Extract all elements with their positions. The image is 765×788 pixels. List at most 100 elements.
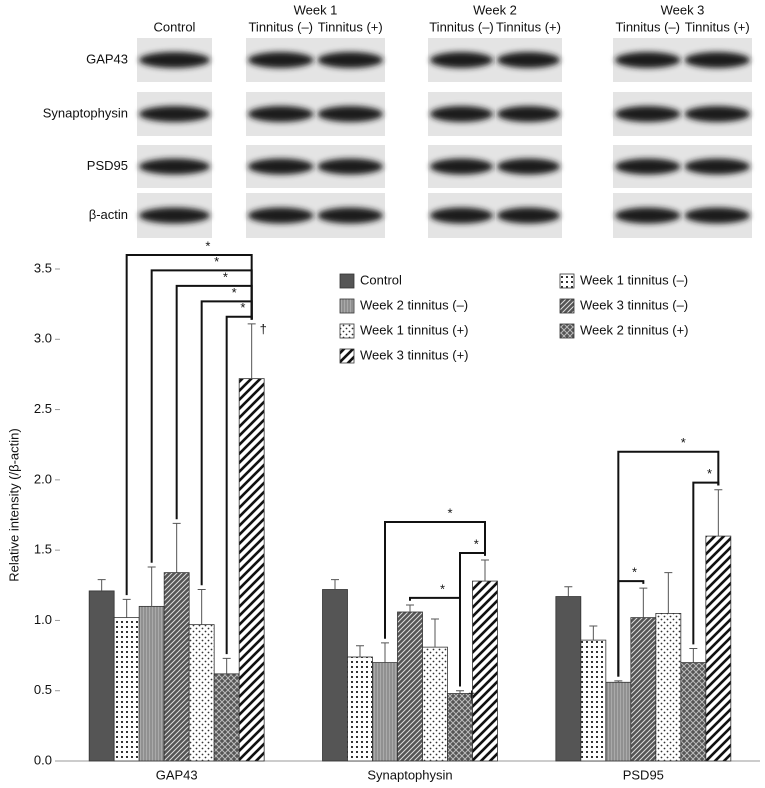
legend-label: Week 3 tinnitus (–)	[580, 297, 688, 312]
blot-band	[497, 52, 560, 68]
blot-band	[497, 106, 560, 122]
blot-band	[615, 52, 681, 68]
bar	[163, 572, 190, 762]
blot-band	[615, 158, 681, 175]
legend-label: Week 3 tinnitus (+)	[360, 347, 469, 362]
significance-bracket	[692, 481, 720, 645]
significance-label: *	[447, 505, 452, 520]
blot-band	[430, 52, 493, 68]
dagger-label: †	[260, 321, 267, 336]
bar	[655, 613, 682, 762]
significance-bracket	[384, 521, 486, 639]
blot-band	[248, 207, 314, 224]
blot-group-label: Week 1	[294, 2, 338, 17]
legend-swatch	[339, 298, 355, 314]
x-tick-label: PSD95	[623, 767, 664, 782]
legend-label: Week 2 tinnitus (+)	[580, 322, 689, 337]
significance-bracket	[409, 596, 461, 687]
blot-row-label: Synaptophysin	[43, 105, 128, 120]
bar	[580, 639, 607, 762]
bar	[138, 605, 165, 762]
blot-band	[497, 158, 560, 175]
significance-label: *	[232, 285, 237, 300]
error-bar	[97, 579, 106, 591]
blot-lane-label: Tinnitus (–)	[248, 19, 313, 34]
bar	[555, 596, 582, 762]
significance-label: *	[205, 238, 210, 253]
bar	[322, 589, 348, 762]
significance-bracket	[125, 253, 253, 596]
blot-lane-label: Tinnitus (–)	[429, 19, 494, 34]
blot-band	[615, 207, 681, 224]
bar	[213, 673, 240, 762]
blot-band	[248, 52, 314, 68]
legend-label: Week 1 tinnitus (–)	[580, 272, 688, 287]
blot-row-label: PSD95	[87, 158, 128, 173]
y-tick-label: 1.5	[34, 542, 52, 557]
significance-bracket	[617, 580, 645, 677]
significance-label: *	[223, 269, 228, 284]
significance-label: *	[632, 565, 637, 580]
y-tick-label: 2.5	[34, 401, 52, 416]
significance-label: *	[440, 581, 445, 596]
bar	[422, 646, 448, 762]
blot-column-label: Control	[154, 19, 196, 34]
significance-bracket	[617, 450, 720, 677]
error-bar	[222, 657, 231, 674]
legend-swatch	[559, 323, 575, 339]
y-tick-label: 1.0	[34, 612, 52, 627]
x-tick-label: GAP43	[156, 767, 198, 782]
bar	[238, 378, 265, 762]
blot-band	[684, 207, 750, 224]
error-bar	[456, 690, 464, 694]
y-tick-label: 0.0	[34, 752, 52, 767]
error-bar	[614, 680, 623, 683]
blot-group-label: Week 3	[661, 2, 705, 17]
blot-band	[139, 52, 210, 68]
legend-label: Week 2 tinnitus (–)	[360, 297, 468, 312]
y-tick-label: 3.5	[34, 260, 52, 275]
error-bar	[122, 598, 131, 618]
blot-band	[430, 106, 493, 122]
legend-swatch	[559, 298, 575, 314]
bar	[472, 580, 498, 762]
blot-band	[430, 158, 493, 175]
error-bar	[147, 566, 156, 607]
significance-label: *	[707, 466, 712, 481]
error-bar	[664, 572, 673, 614]
error-bar	[481, 559, 489, 582]
blot-band	[248, 106, 314, 122]
y-axis-title: Relative intensity (/β-actin)	[6, 428, 21, 581]
blot-lane-label: Tinnitus (+)	[685, 19, 750, 34]
significance-label: *	[474, 536, 479, 551]
y-tick-label: 3.0	[34, 331, 52, 346]
blot-band	[139, 158, 210, 175]
blot-band	[139, 106, 210, 122]
error-bar	[197, 589, 206, 625]
blot-lane-label: Tinnitus (+)	[496, 19, 561, 34]
blot-band	[497, 207, 560, 224]
significance-label: *	[240, 300, 245, 315]
error-bar	[331, 579, 339, 590]
legend-label: Week 1 tinnitus (+)	[360, 322, 469, 337]
blot-lane-label: Tinnitus (+)	[318, 19, 383, 34]
blot-band	[684, 158, 750, 175]
blot-band	[615, 106, 681, 122]
error-bar	[247, 323, 256, 379]
blot-band	[430, 207, 493, 224]
y-tick-label: 0.5	[34, 682, 52, 697]
bar	[447, 693, 473, 762]
bar	[705, 535, 732, 762]
error-bar	[406, 604, 414, 612]
blot-band	[317, 158, 383, 175]
bar	[188, 624, 215, 762]
blot-band	[317, 207, 383, 224]
dagger-label: †	[468, 688, 475, 703]
blot-band	[139, 207, 210, 224]
bar	[680, 662, 707, 762]
error-bar	[564, 586, 573, 597]
bar	[88, 590, 115, 762]
error-bar	[689, 648, 698, 663]
bar	[372, 662, 398, 762]
